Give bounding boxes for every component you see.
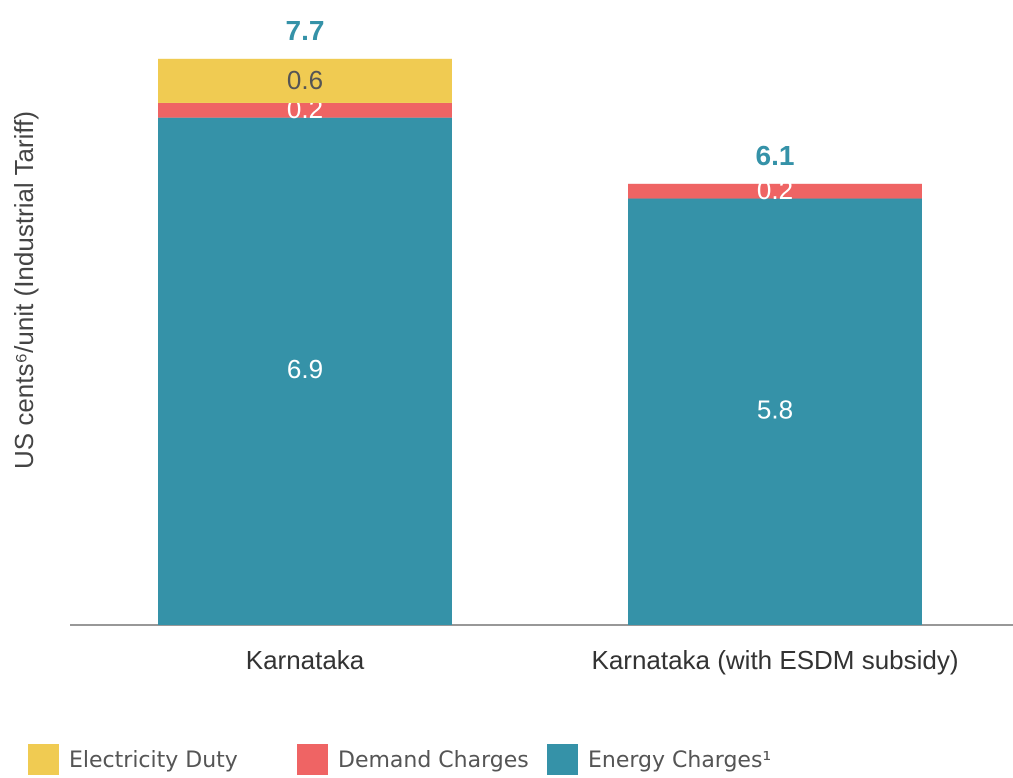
legend-label: Energy Charges¹ xyxy=(588,748,771,773)
value-label: 0.2 xyxy=(757,175,793,205)
total-label: 7.7 xyxy=(286,15,325,46)
total-label: 6.1 xyxy=(756,140,795,171)
legend-swatch xyxy=(547,744,578,775)
legend-label: Demand Charges xyxy=(338,748,529,773)
bar-segment xyxy=(628,198,922,625)
legend-label: Electricity Duty xyxy=(69,748,238,773)
value-label: 5.8 xyxy=(757,395,793,425)
legend-swatch xyxy=(28,744,59,775)
x-tick-label: Karnataka xyxy=(246,645,365,675)
legend-swatch xyxy=(297,744,328,775)
bar-segment xyxy=(628,183,922,199)
bar-segment xyxy=(158,102,452,118)
bar-segment xyxy=(158,58,452,103)
value-label: 0.6 xyxy=(287,65,323,95)
value-label: 6.9 xyxy=(287,354,323,384)
bar-segment xyxy=(158,117,452,625)
x-tick-label: Karnataka (with ESDM subsidy) xyxy=(591,645,958,675)
y-axis-label: US cents⁶/unit (Industrial Tariff) xyxy=(9,111,39,469)
